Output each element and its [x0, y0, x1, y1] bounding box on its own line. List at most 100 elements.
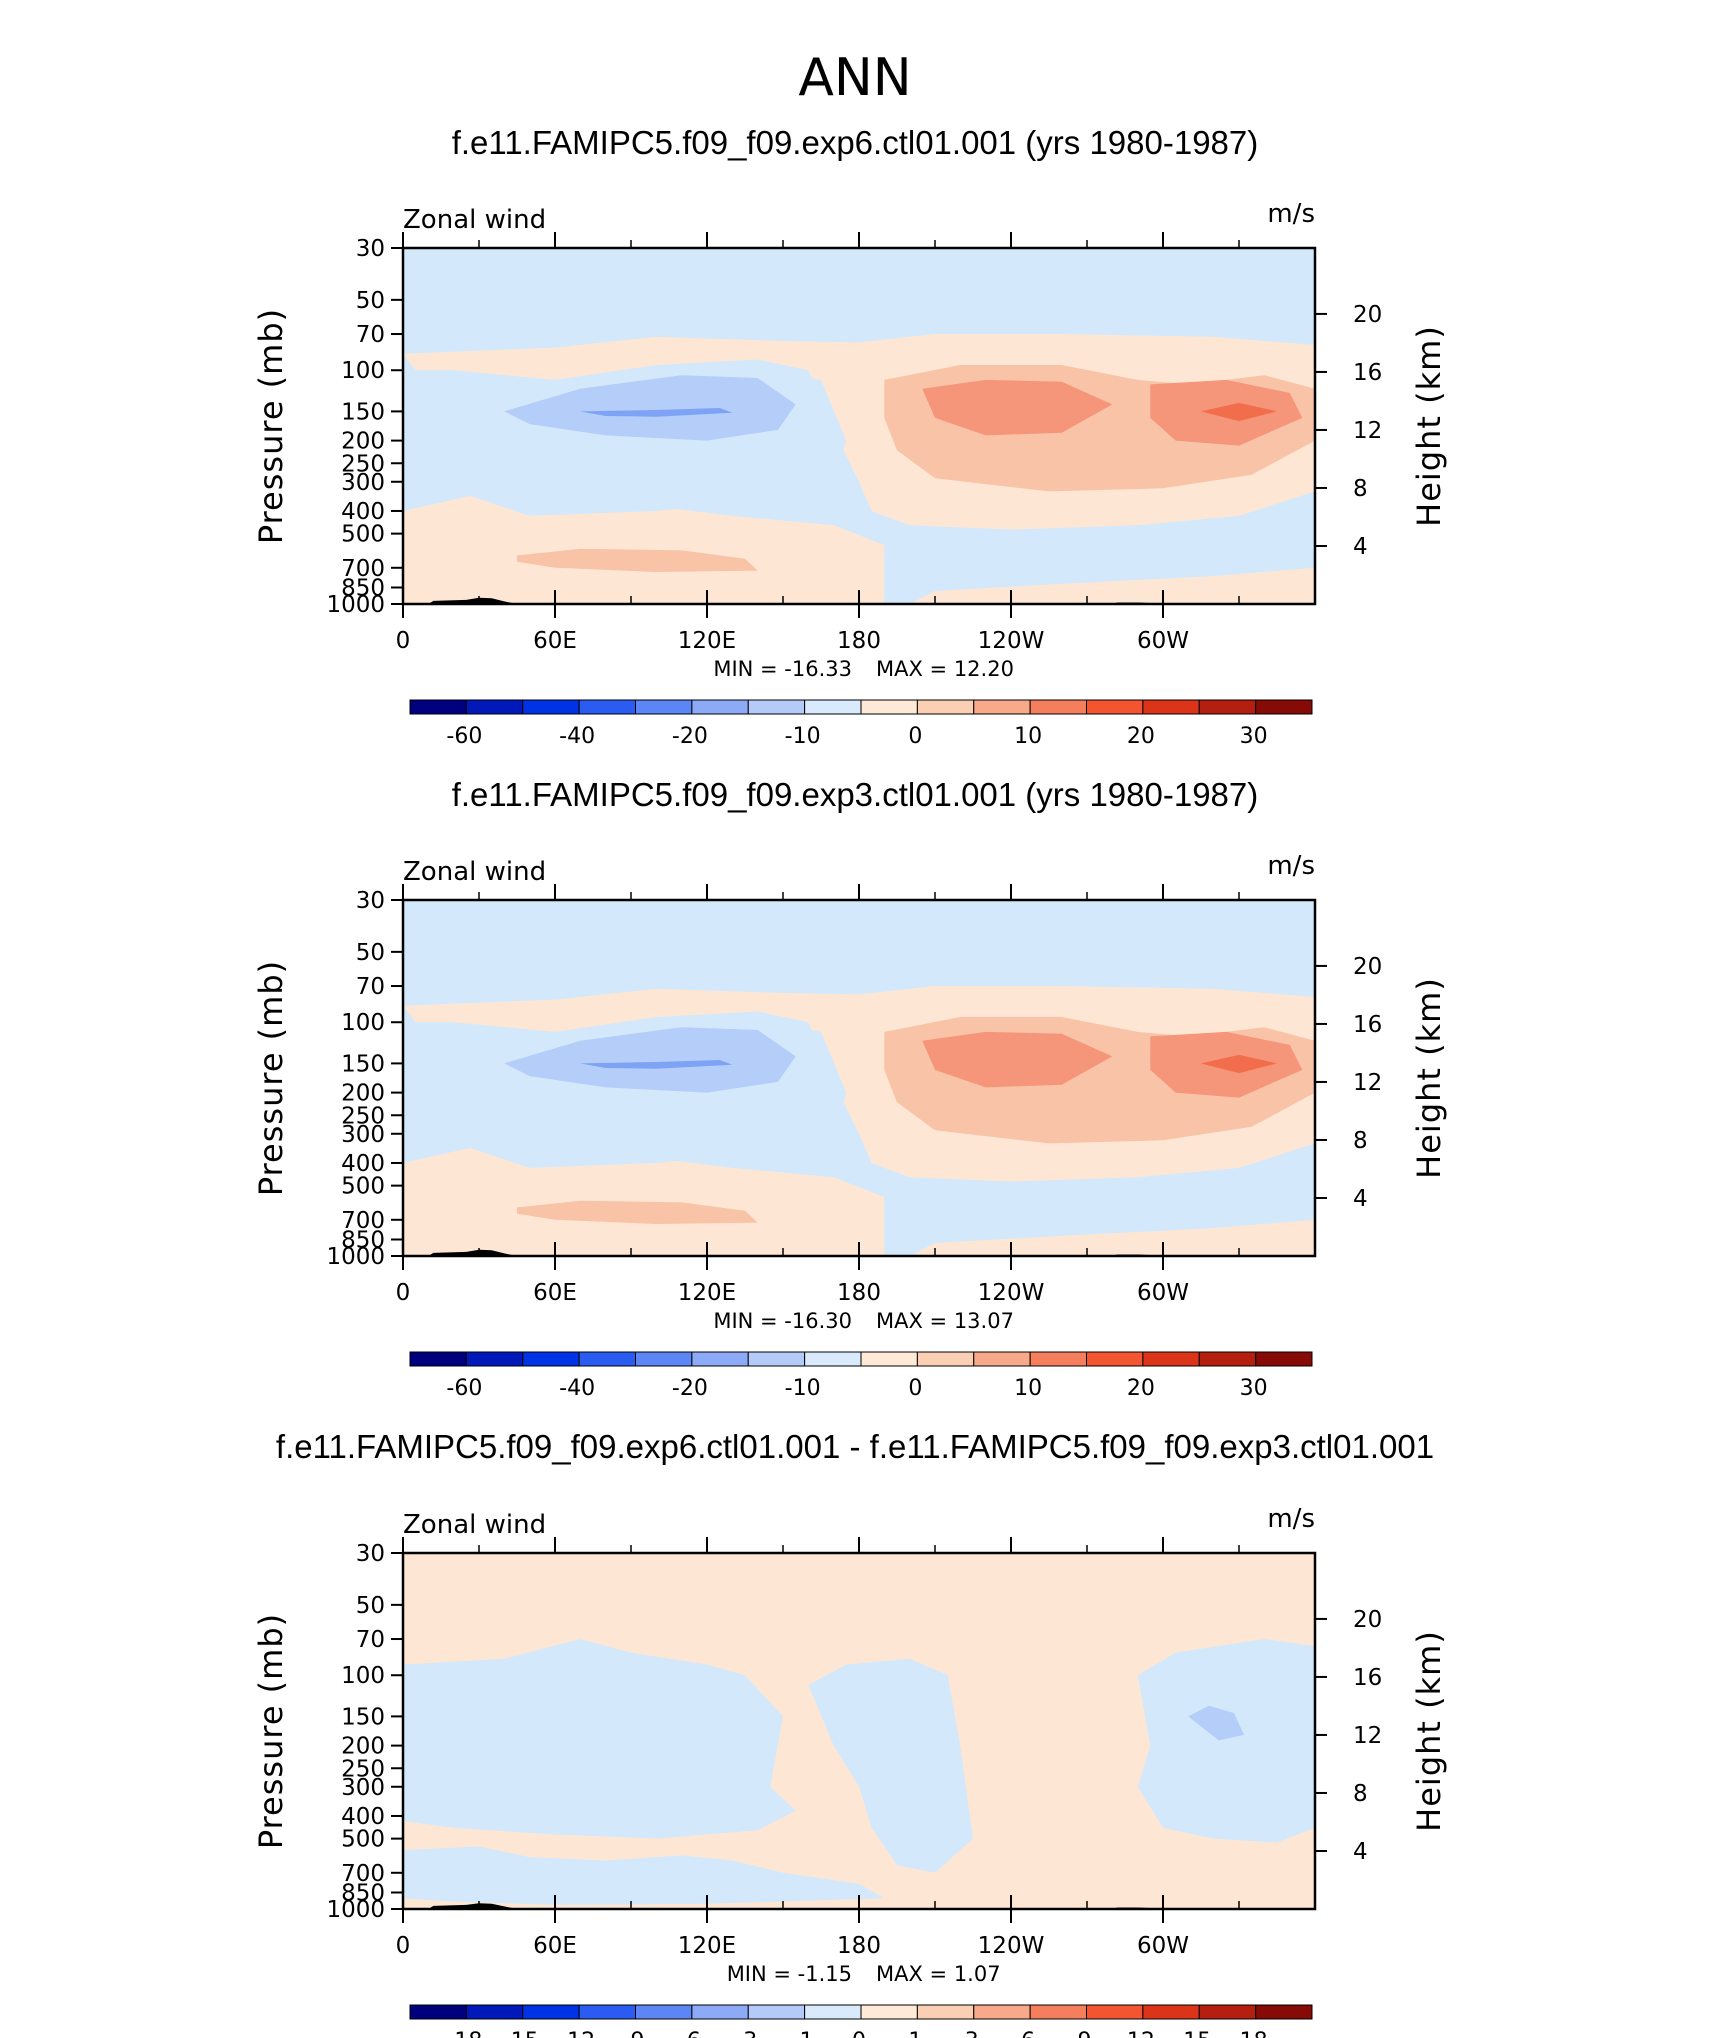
panel-3: f.e11.FAMIPC5.f09_f09.exp6.ctl01.001 - f… [252, 1428, 1448, 2038]
y-tick-label: 150 [341, 1051, 385, 1077]
terrain-asia [428, 1903, 517, 1909]
colorbar-swatch [1142, 2004, 1200, 2020]
y-tick-label: 500 [341, 522, 385, 548]
colorbar-label: 0 [908, 724, 922, 749]
y-tick-label: 1000 [326, 592, 385, 618]
colorbar-swatch [1255, 2004, 1313, 2020]
colorbar-swatch [1198, 2004, 1257, 2020]
contour-fill-westerly-lower [403, 1140, 885, 1256]
contour-fill-lowlevel-jet [517, 1200, 758, 1224]
colorbar-label: -18 [446, 2029, 482, 2038]
contour-fill-negative-dateline [808, 1658, 973, 1873]
field-label: Zonal wind [403, 205, 546, 235]
colorbar-label: -60 [446, 1376, 482, 1401]
colorbar-swatch [635, 1351, 693, 1367]
panel-1: f.e11.FAMIPC5.f09_f09.exp6.ctl01.001 (yr… [252, 124, 1448, 749]
y-tick-label: 500 [341, 1827, 385, 1853]
y-right-axis-label: Height (km) [1410, 1630, 1448, 1832]
y-tick-label: 1000 [326, 1897, 385, 1923]
units-label: m/s [1267, 851, 1315, 881]
colorbar-label: 18 [1240, 2029, 1268, 2038]
colorbar-label: 10 [1014, 1376, 1042, 1401]
contour-fill-jet-west-strong [922, 1031, 1113, 1088]
y-tick-label: 850 [341, 1881, 385, 1907]
y-axis-label: Pressure (mb) [252, 1613, 290, 1849]
colorbar-swatch [747, 1351, 806, 1367]
y-right-axis-label: Height (km) [1410, 325, 1448, 527]
contour-fill-negative-west [403, 1639, 796, 1839]
x-tick-label: 120E [678, 1280, 736, 1306]
right-tick-label: 4 [1353, 1186, 1368, 1212]
colorbar-label: -15 [503, 2029, 539, 2038]
y-tick-label: 30 [356, 236, 385, 262]
right-tick-label: 12 [1353, 418, 1382, 444]
right-tick-label: 8 [1353, 1781, 1368, 1807]
y-tick-label: 200 [341, 1734, 385, 1760]
colorbar-label: 9 [1078, 2029, 1092, 2038]
colorbar-label: -40 [559, 724, 595, 749]
right-tick-label: 8 [1353, 1128, 1368, 1154]
colorbar-label: 0 [852, 2029, 866, 2038]
colorbar-label: -3 [735, 2029, 757, 2038]
colorbar-label: -10 [785, 724, 821, 749]
colorbar-swatch [860, 2004, 918, 2020]
x-tick-label: 120E [678, 628, 736, 654]
colorbar-label: -40 [559, 1376, 595, 1401]
y-tick-label: 300 [341, 1122, 385, 1148]
right-tick-label: 4 [1353, 1839, 1368, 1865]
x-tick-label: 120E [678, 1933, 736, 1959]
contour-fill-negative-east [1137, 1639, 1315, 1843]
y-tick-label: 70 [356, 1627, 385, 1653]
y-tick-label: 250 [341, 451, 385, 477]
colorbar-swatch [804, 1351, 862, 1367]
field-label: Zonal wind [403, 857, 546, 887]
colorbar-swatch [409, 699, 467, 715]
y-tick-label: 100 [341, 358, 385, 384]
colorbar-label: -12 [559, 2029, 595, 2038]
colorbar-swatch [860, 1351, 918, 1367]
colorbar-swatch [1198, 1351, 1257, 1367]
y-axis-label: Pressure (mb) [252, 308, 290, 544]
colorbar-swatch [747, 2004, 806, 2020]
colorbar-swatch [1029, 2004, 1087, 2020]
colorbar-swatch [973, 699, 1031, 715]
colorbar-swatch [1086, 2004, 1144, 2020]
y-tick-label: 300 [341, 1775, 385, 1801]
colorbar-swatch [1142, 1351, 1200, 1367]
y-tick-label: 850 [341, 1228, 385, 1254]
contour-fill-jet-east-max [1201, 1054, 1277, 1074]
colorbar-swatch [522, 1351, 580, 1367]
right-tick-label: 20 [1353, 1607, 1382, 1633]
colorbar-label: -60 [446, 724, 482, 749]
y-right-axis-label: Height (km) [1410, 977, 1448, 1179]
right-tick-label: 20 [1353, 954, 1382, 980]
colorbar-swatch [522, 2004, 580, 2020]
y-tick-label: 100 [341, 1010, 385, 1036]
panel-title: f.e11.FAMIPC5.f09_f09.exp3.ctl01.001 (yr… [452, 776, 1259, 813]
x-tick-label: 60W [1137, 1933, 1189, 1959]
y-tick-label: 200 [341, 429, 385, 455]
terrain-asia [428, 1249, 517, 1256]
right-tick-label: 16 [1353, 1665, 1382, 1691]
colorbar-swatch [916, 699, 975, 715]
x-tick-label: 120W [978, 1280, 1045, 1306]
y-tick-label: 700 [341, 1861, 385, 1887]
colorbar-swatch [860, 699, 918, 715]
contour-fill-easterly-core [504, 375, 796, 441]
contour-fill-lowlevel-jet [517, 548, 758, 572]
colorbar-label: 30 [1240, 724, 1268, 749]
colorbar-swatch [1086, 699, 1144, 715]
y-tick-label: 500 [341, 1174, 385, 1200]
y-tick-label: 400 [341, 499, 385, 525]
y-tick-label: 400 [341, 1151, 385, 1177]
colorbar-label: 1 [908, 2029, 922, 2038]
colorbar-swatch [522, 699, 580, 715]
y-tick-label: 70 [356, 322, 385, 348]
colorbar-label: 12 [1127, 2029, 1155, 2038]
y-tick-label: 250 [341, 1103, 385, 1129]
x-tick-label: 180 [837, 1933, 881, 1959]
panels: f.e11.FAMIPC5.f09_f09.exp6.ctl01.001 (yr… [252, 124, 1448, 2038]
colorbar-swatch [916, 2004, 975, 2020]
x-tick-label: 0 [396, 1280, 411, 1306]
